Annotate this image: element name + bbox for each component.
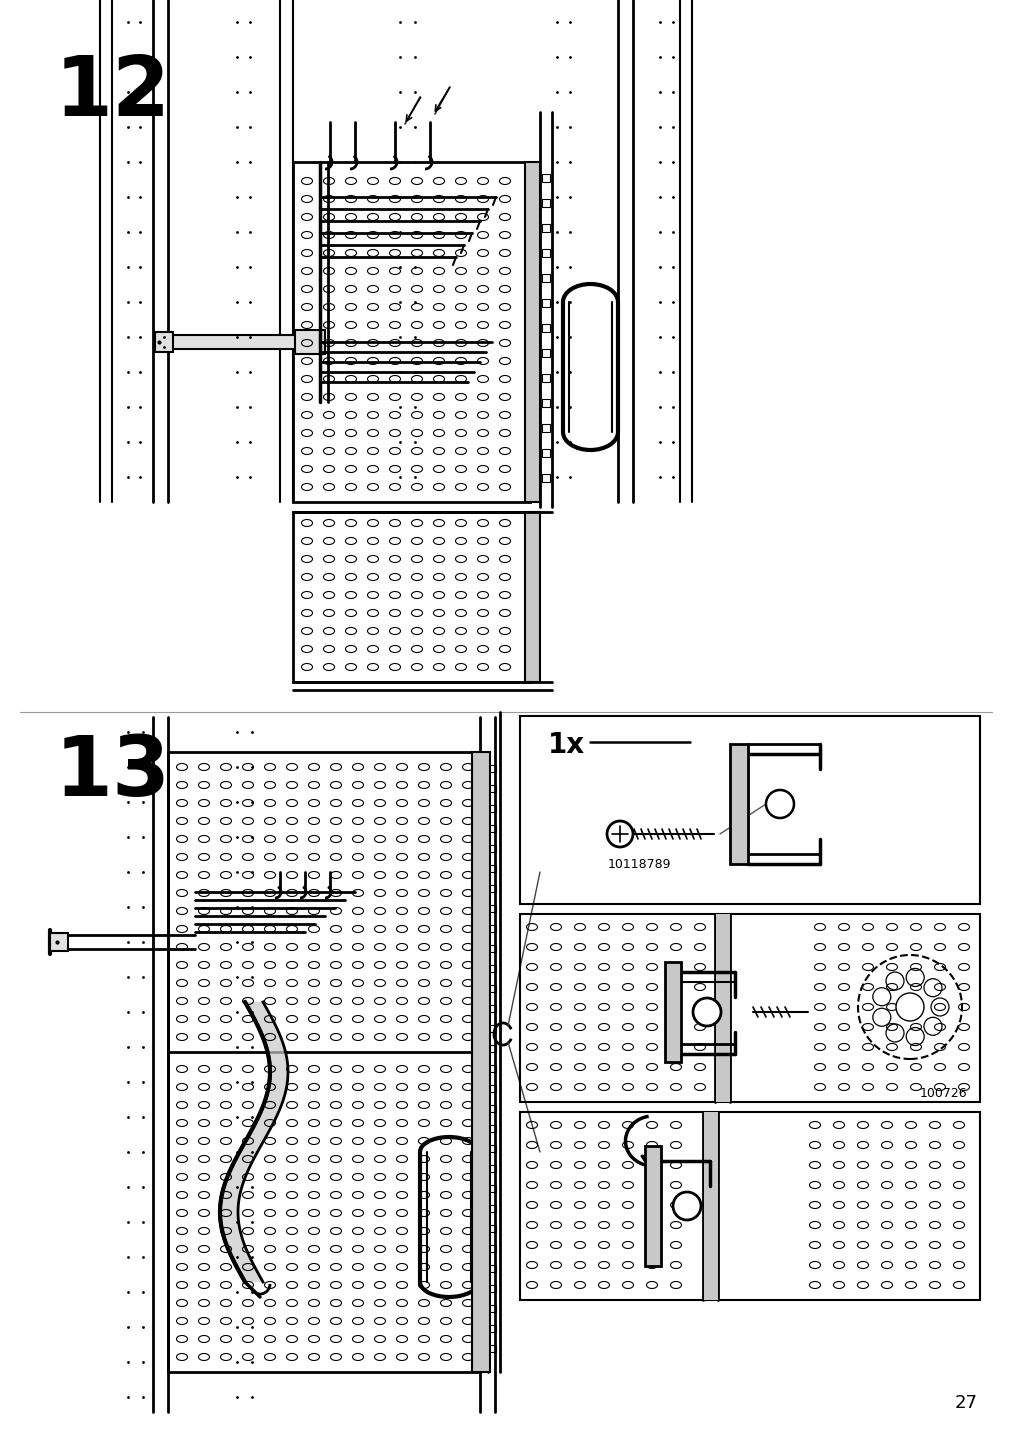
Bar: [488, 1186, 495, 1191]
Bar: [488, 985, 495, 992]
Bar: [542, 450, 549, 457]
Bar: [293, 513, 530, 682]
Circle shape: [693, 998, 720, 1025]
Bar: [488, 865, 495, 872]
Bar: [168, 752, 479, 1372]
Bar: [488, 1204, 495, 1211]
Bar: [488, 1085, 495, 1093]
Bar: [488, 945, 495, 952]
Bar: [488, 1325, 495, 1332]
Text: 100726: 100726: [919, 1087, 967, 1100]
Bar: [542, 223, 549, 232]
Bar: [542, 274, 549, 282]
Bar: [664, 962, 680, 1063]
Bar: [488, 1166, 495, 1171]
Circle shape: [765, 790, 794, 818]
Circle shape: [895, 992, 923, 1021]
Bar: [50, 934, 68, 951]
Bar: [542, 199, 549, 208]
Bar: [488, 1146, 495, 1151]
Circle shape: [672, 1191, 701, 1220]
Bar: [155, 335, 309, 349]
Bar: [729, 745, 747, 863]
Bar: [542, 324, 549, 332]
Text: 13: 13: [55, 732, 171, 813]
Bar: [520, 914, 979, 1103]
Bar: [488, 905, 495, 912]
Bar: [488, 965, 495, 972]
Bar: [542, 249, 549, 256]
Bar: [488, 845, 495, 852]
Bar: [542, 299, 549, 306]
Circle shape: [607, 821, 632, 846]
Bar: [293, 162, 530, 503]
Bar: [295, 329, 325, 354]
Bar: [520, 716, 979, 904]
Bar: [488, 1244, 495, 1252]
Bar: [542, 349, 549, 357]
Bar: [716, 914, 729, 1103]
Bar: [488, 1065, 495, 1073]
Bar: [488, 1045, 495, 1053]
Bar: [542, 474, 549, 483]
Bar: [488, 885, 495, 892]
Bar: [155, 332, 173, 352]
Bar: [704, 1113, 717, 1300]
Bar: [542, 424, 549, 432]
Bar: [488, 1305, 495, 1312]
Bar: [644, 1146, 660, 1266]
Bar: [488, 765, 495, 772]
Bar: [488, 785, 495, 792]
Bar: [488, 1285, 495, 1292]
Bar: [488, 1025, 495, 1032]
Bar: [525, 513, 540, 682]
Bar: [488, 1224, 495, 1232]
Bar: [471, 752, 489, 1372]
Bar: [488, 825, 495, 832]
Text: 10118789: 10118789: [608, 858, 671, 871]
Bar: [488, 1126, 495, 1133]
Bar: [488, 805, 495, 812]
Text: 1x: 1x: [548, 730, 584, 759]
Bar: [488, 925, 495, 932]
Bar: [488, 1106, 495, 1113]
Bar: [488, 1005, 495, 1012]
Bar: [542, 374, 549, 382]
Text: 12: 12: [55, 52, 171, 133]
Bar: [520, 1113, 979, 1300]
Bar: [525, 162, 540, 503]
Bar: [488, 1345, 495, 1352]
Bar: [542, 175, 549, 182]
Text: 27: 27: [954, 1393, 977, 1412]
Polygon shape: [219, 1002, 288, 1282]
Bar: [488, 1264, 495, 1272]
Bar: [542, 400, 549, 407]
